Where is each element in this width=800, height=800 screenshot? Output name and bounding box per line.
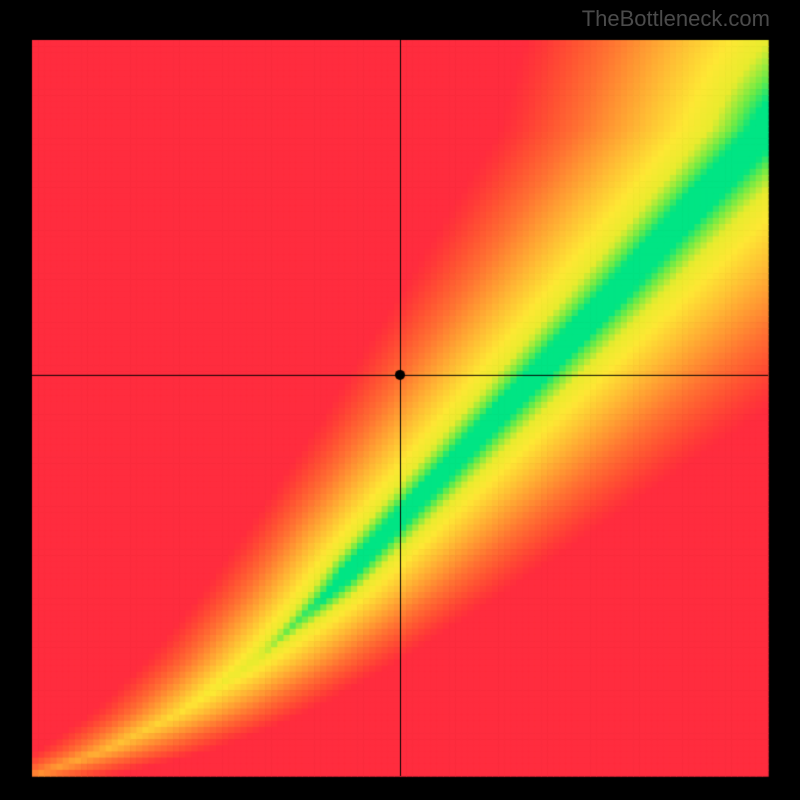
chart-container: TheBottleneck.com [0, 0, 800, 800]
watermark-text: TheBottleneck.com [582, 6, 770, 32]
bottleneck-heatmap [0, 0, 800, 800]
